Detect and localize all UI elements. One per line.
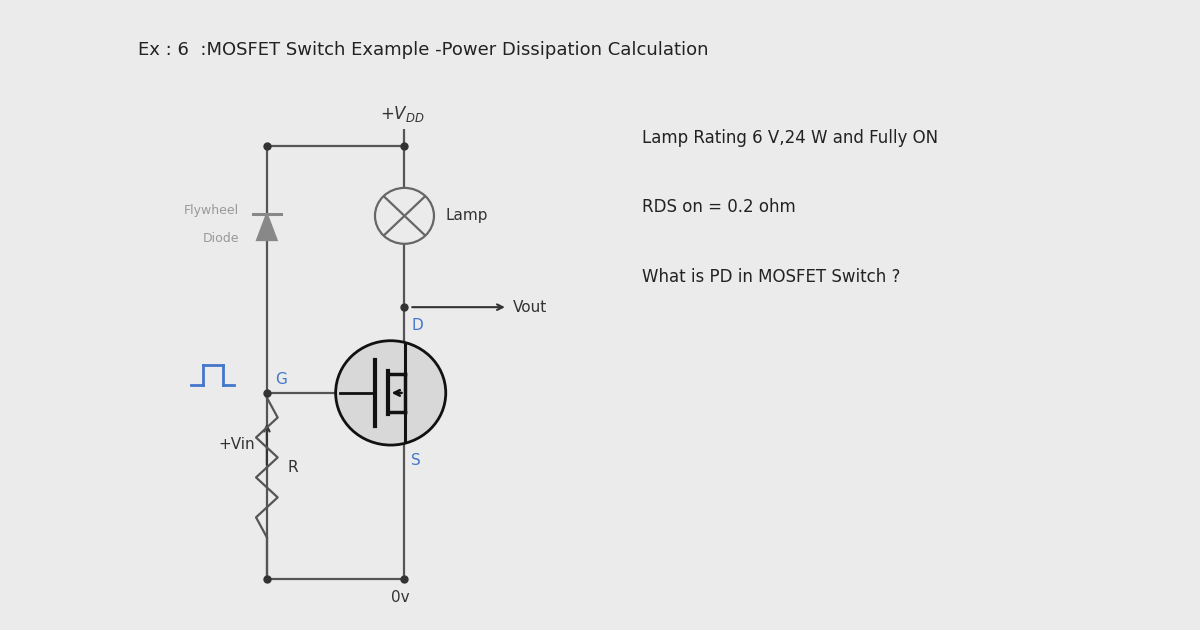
Text: Lamp Rating 6 V,24 W and Fully ON: Lamp Rating 6 V,24 W and Fully ON [642, 129, 938, 147]
Text: R: R [288, 460, 298, 475]
Text: What is PD in MOSFET Switch ?: What is PD in MOSFET Switch ? [642, 268, 900, 286]
Text: RDS on = 0.2 ohm: RDS on = 0.2 ohm [642, 198, 796, 217]
Polygon shape [257, 214, 277, 240]
Text: Flywheel: Flywheel [184, 203, 239, 217]
Text: Vout: Vout [512, 300, 547, 314]
Text: G: G [275, 372, 287, 387]
Text: Lamp: Lamp [445, 209, 488, 224]
Circle shape [336, 341, 445, 445]
Text: +Vin: +Vin [218, 437, 256, 452]
Text: Ex : 6  :MOSFET Switch Example -Power Dissipation Calculation: Ex : 6 :MOSFET Switch Example -Power Dis… [138, 41, 708, 59]
Text: S: S [412, 452, 421, 467]
Text: Diode: Diode [203, 232, 239, 244]
Text: D: D [412, 318, 424, 333]
Text: $+V_{DD}$: $+V_{DD}$ [380, 103, 425, 123]
Text: 0v: 0v [391, 590, 410, 605]
